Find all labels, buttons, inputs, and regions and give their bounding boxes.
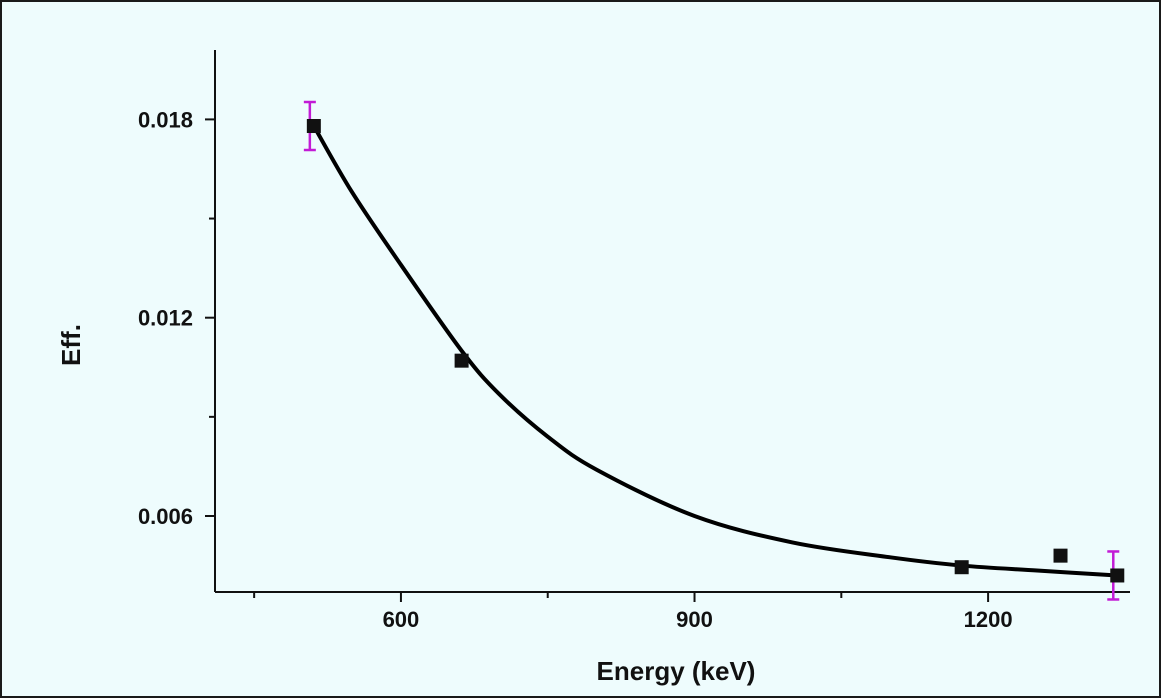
data-point xyxy=(954,560,969,575)
axes xyxy=(214,50,1130,593)
data-point xyxy=(1110,568,1125,583)
y-tick-label: 0.018 xyxy=(138,107,193,132)
fit-curve-group xyxy=(311,124,1120,578)
data-point xyxy=(306,119,321,134)
data-points-group xyxy=(303,100,1125,601)
x-tick-label: 600 xyxy=(383,607,420,632)
x-tick-label: 900 xyxy=(676,607,713,632)
x-tick-label: 1200 xyxy=(964,607,1013,632)
y-tick-label: 0.006 xyxy=(138,504,193,529)
fit-curve xyxy=(311,124,1120,578)
x-axis-title: Energy (keV) xyxy=(597,656,756,686)
ticks: 600 900 1200 0.006 0.012 0.018 xyxy=(138,107,1013,632)
data-point xyxy=(454,353,469,368)
y-axis-title: Eff. xyxy=(56,324,86,366)
y-tick-label: 0.012 xyxy=(138,306,193,331)
data-point xyxy=(1053,548,1068,563)
